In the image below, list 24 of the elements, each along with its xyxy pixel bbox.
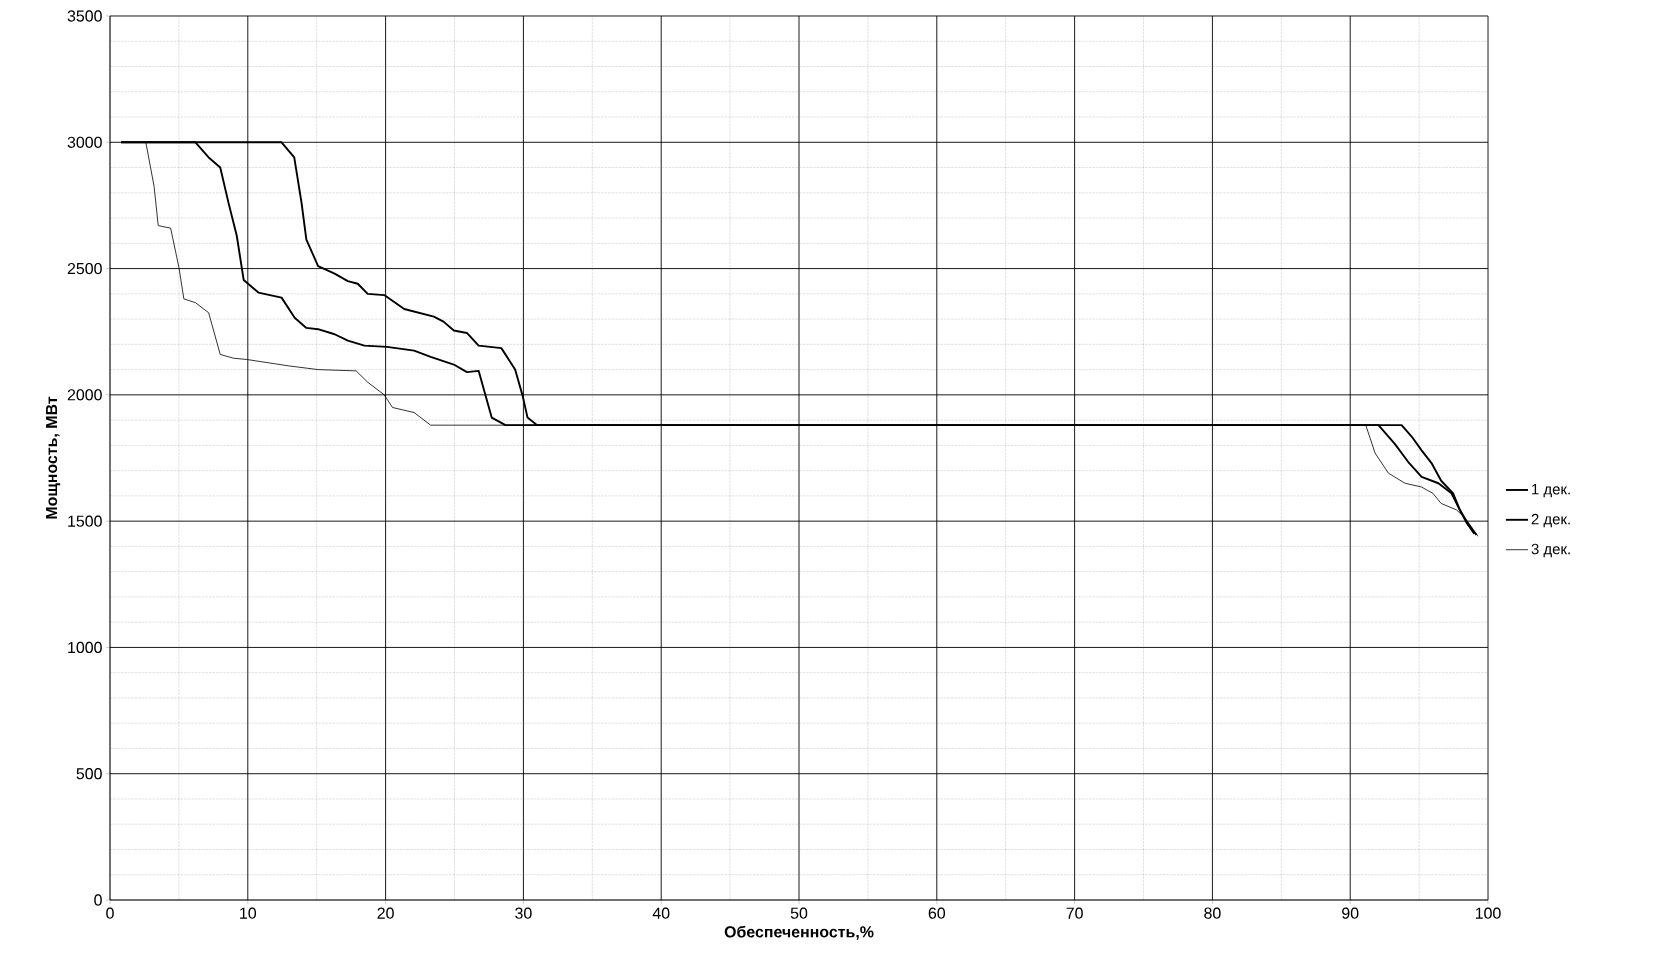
x-tick-label: 70 (1066, 907, 1083, 919)
x-axis-title: Обеспеченность,% (724, 925, 874, 940)
y-tick-label: 0 (94, 894, 102, 906)
y-tick-label: 2000 (67, 389, 102, 401)
x-tick-label: 20 (377, 907, 394, 919)
legend-label: 1 дек. (1532, 484, 1570, 498)
legend-label: 2 дек. (1531, 513, 1570, 528)
y-tick-label: 1000 (68, 641, 102, 654)
x-tick-label: 50 (790, 907, 808, 919)
y-tick-label: 3000 (67, 136, 102, 148)
legend-label: 3 дек. (1531, 543, 1570, 558)
y-tick-label: 3500 (67, 10, 102, 22)
y-axis-title: Мощность, МВт (46, 396, 61, 519)
x-tick-label: 100 (1475, 907, 1501, 919)
x-tick-label: 60 (928, 907, 946, 919)
x-tick-label: 40 (652, 907, 670, 919)
y-tick-label: 1500 (68, 515, 102, 527)
x-tick-label: 10 (240, 907, 257, 919)
x-tick-label: 90 (1342, 907, 1359, 919)
y-tick-label: 500 (76, 768, 102, 780)
y-tick-label: 2500 (67, 262, 102, 275)
x-tick-label: 80 (1204, 907, 1221, 919)
x-tick-label: 0 (106, 907, 114, 919)
x-tick-label: 30 (515, 907, 532, 919)
